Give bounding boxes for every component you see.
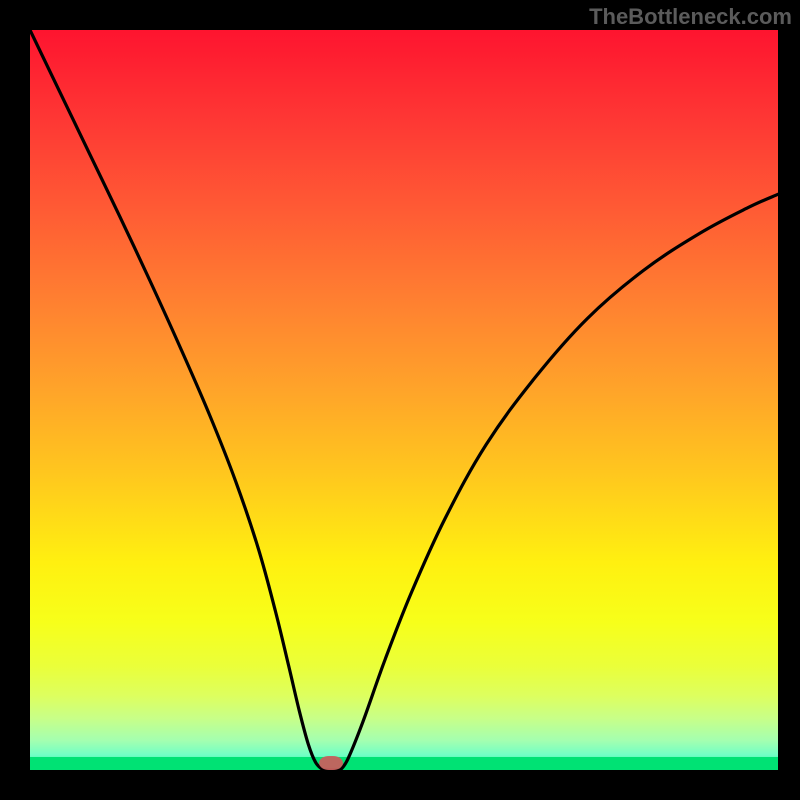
optimum-marker <box>319 756 343 770</box>
plot-area <box>30 30 778 770</box>
outer-frame: TheBottleneck.com <box>0 0 800 800</box>
curve-path <box>30 30 778 770</box>
bottleneck-curve <box>30 30 778 770</box>
watermark-label: TheBottleneck.com <box>589 4 792 30</box>
